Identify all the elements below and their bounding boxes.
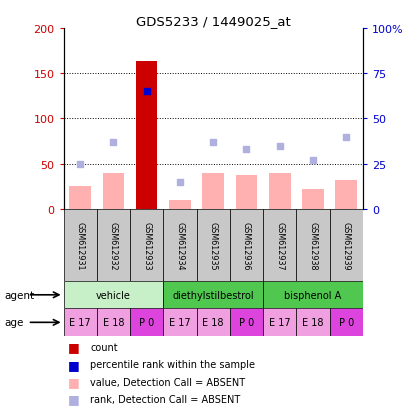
Text: ■: ■: [67, 340, 79, 354]
Text: GSM612937: GSM612937: [274, 221, 283, 270]
Text: GSM612934: GSM612934: [175, 221, 184, 270]
Text: GSM612932: GSM612932: [109, 221, 118, 270]
Text: bisphenol A: bisphenol A: [284, 290, 341, 300]
Text: GSM612933: GSM612933: [142, 221, 151, 270]
Point: [77, 161, 83, 168]
Bar: [335, 180, 356, 209]
Title: GDS5233 / 1449025_at: GDS5233 / 1449025_at: [135, 15, 290, 28]
Text: E 18: E 18: [301, 318, 323, 328]
Text: rank, Detection Call = ABSENT: rank, Detection Call = ABSENT: [90, 394, 240, 404]
Point: [276, 143, 282, 150]
Text: count: count: [90, 342, 117, 352]
Bar: [202, 173, 223, 209]
Bar: [97, 309, 130, 337]
Text: ■: ■: [67, 392, 79, 406]
Bar: [163, 309, 196, 337]
Text: GSM612935: GSM612935: [208, 221, 217, 270]
Bar: [163, 282, 263, 309]
Text: GSM612931: GSM612931: [76, 221, 85, 270]
Bar: [163, 209, 196, 282]
Bar: [69, 187, 91, 209]
Bar: [102, 173, 124, 209]
Text: diethylstilbestrol: diethylstilbestrol: [172, 290, 254, 300]
Text: P 0: P 0: [338, 318, 353, 328]
Bar: [229, 309, 263, 337]
Text: E 17: E 17: [69, 318, 91, 328]
Text: E 17: E 17: [169, 318, 190, 328]
Point: [243, 147, 249, 153]
Bar: [135, 62, 157, 209]
Text: E 17: E 17: [268, 318, 290, 328]
Bar: [263, 309, 296, 337]
Bar: [130, 309, 163, 337]
Bar: [301, 190, 323, 209]
Text: ■: ■: [67, 358, 79, 371]
Bar: [263, 209, 296, 282]
Bar: [263, 282, 362, 309]
Text: GSM612939: GSM612939: [341, 221, 350, 270]
Text: value, Detection Call = ABSENT: value, Detection Call = ABSENT: [90, 377, 245, 387]
Bar: [63, 309, 97, 337]
Point: [342, 134, 348, 140]
Bar: [268, 173, 290, 209]
Text: GSM612936: GSM612936: [241, 221, 250, 270]
Point: [209, 139, 216, 146]
Text: age: age: [4, 318, 23, 328]
Text: P 0: P 0: [139, 318, 154, 328]
Bar: [229, 209, 263, 282]
Bar: [296, 209, 329, 282]
Text: percentile rank within the sample: percentile rank within the sample: [90, 359, 254, 369]
Text: E 18: E 18: [102, 318, 124, 328]
Bar: [235, 176, 256, 209]
Text: ■: ■: [67, 375, 79, 388]
Bar: [296, 309, 329, 337]
Text: E 18: E 18: [202, 318, 223, 328]
Text: agent: agent: [4, 290, 34, 300]
Bar: [63, 209, 97, 282]
Bar: [97, 209, 130, 282]
Point: [309, 157, 315, 164]
Point: [176, 179, 183, 185]
Bar: [196, 309, 229, 337]
Point: [143, 89, 150, 95]
Bar: [130, 209, 163, 282]
Text: GSM612938: GSM612938: [308, 221, 317, 270]
Bar: [329, 209, 362, 282]
Bar: [169, 200, 190, 209]
Bar: [329, 309, 362, 337]
Text: vehicle: vehicle: [96, 290, 130, 300]
Bar: [196, 209, 229, 282]
Point: [110, 139, 117, 146]
Text: P 0: P 0: [238, 318, 254, 328]
Bar: [63, 282, 163, 309]
